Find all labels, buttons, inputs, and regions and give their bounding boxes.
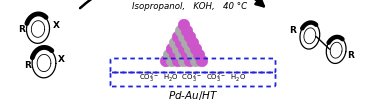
Circle shape xyxy=(175,49,187,61)
Text: R: R xyxy=(18,24,25,33)
Circle shape xyxy=(172,43,184,55)
Circle shape xyxy=(187,49,199,61)
Circle shape xyxy=(178,43,190,55)
FancyArrowPatch shape xyxy=(80,0,264,8)
Circle shape xyxy=(193,49,205,61)
Text: R: R xyxy=(289,26,296,35)
Circle shape xyxy=(181,49,193,61)
Text: X: X xyxy=(53,20,60,30)
Circle shape xyxy=(184,55,196,67)
Text: $\it{Pd}$-$\it{Au}$/$\it{HT}$: $\it{Pd}$-$\it{Au}$/$\it{HT}$ xyxy=(168,89,218,102)
Circle shape xyxy=(196,55,208,67)
Text: R: R xyxy=(347,51,354,60)
Text: R: R xyxy=(24,60,31,70)
Circle shape xyxy=(178,31,190,43)
Circle shape xyxy=(178,19,190,31)
Circle shape xyxy=(175,37,187,49)
Circle shape xyxy=(181,37,193,49)
Circle shape xyxy=(160,55,172,67)
Circle shape xyxy=(184,43,196,55)
Circle shape xyxy=(166,55,178,67)
Circle shape xyxy=(187,37,199,49)
Circle shape xyxy=(169,49,181,61)
Circle shape xyxy=(169,37,181,49)
Circle shape xyxy=(184,31,196,43)
Circle shape xyxy=(178,55,190,67)
Circle shape xyxy=(190,55,202,67)
Circle shape xyxy=(172,55,184,67)
Circle shape xyxy=(190,43,202,55)
Text: X: X xyxy=(58,54,65,64)
Text: Isopropanol,   KOH,   40 °C: Isopropanol, KOH, 40 °C xyxy=(132,2,248,11)
Circle shape xyxy=(166,43,178,55)
Text: CO$_3^{2-}$  H$_2$O  CO$_3^{2-}$  CO$_3^{2-}$  H$_2$O: CO$_3^{2-}$ H$_2$O CO$_3^{2-}$ CO$_3^{2-… xyxy=(139,71,246,85)
Circle shape xyxy=(172,31,184,43)
Circle shape xyxy=(181,25,193,37)
Circle shape xyxy=(175,25,187,37)
Circle shape xyxy=(163,49,175,61)
